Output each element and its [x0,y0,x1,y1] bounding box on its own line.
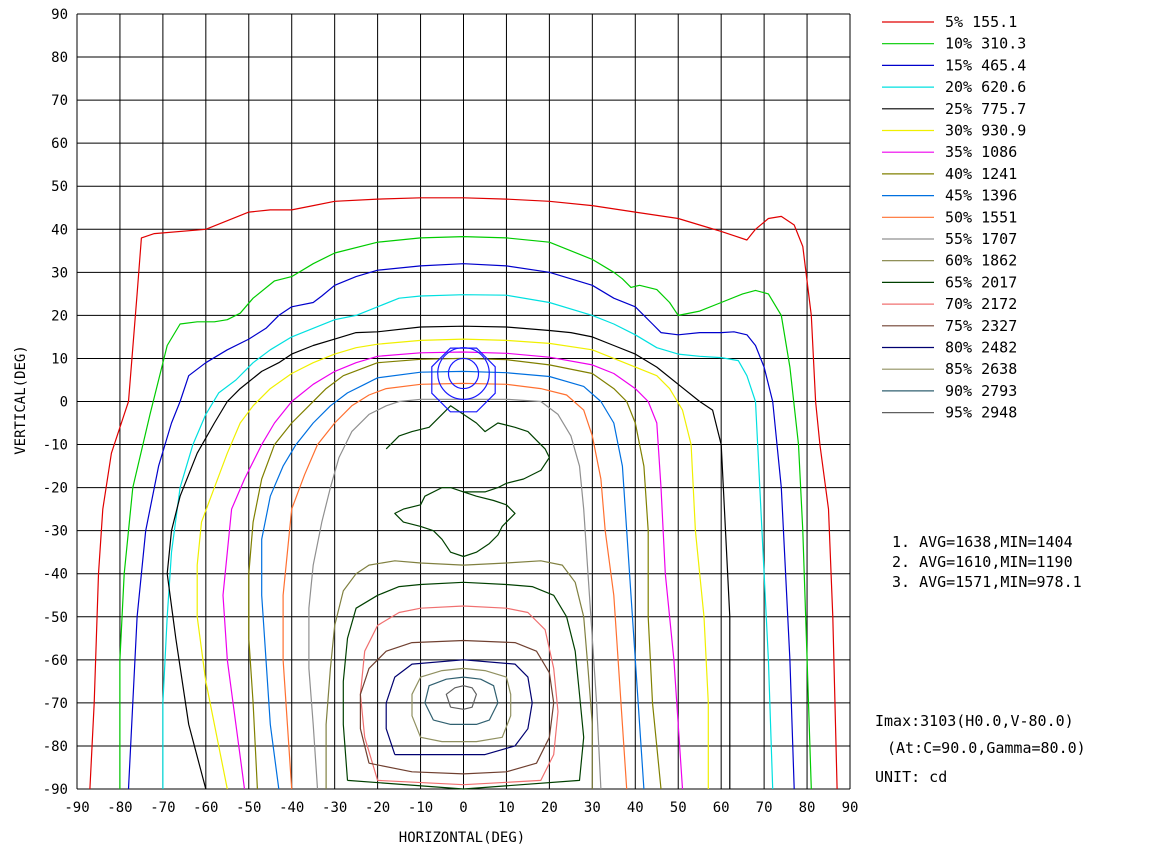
y-tick-label: -80 [43,739,68,755]
zone-octagon [431,347,496,413]
x-tick-label: 40 [627,800,644,816]
x-tick-label: 60 [713,800,730,816]
contour-line [359,605,559,786]
legend-label: 75% 2327 [945,317,1017,335]
contour-line [359,639,555,775]
avg-line-3: 3. AVG=1571,MIN=978.1 [892,573,1082,591]
y-tick-label: -50 [43,610,68,626]
avg-line-2: 2. AVG=1610,MIN=1190 [892,553,1073,571]
y-tick-label: 80 [51,50,68,66]
x-tick-label: 10 [498,800,515,816]
legend-label: 90% 2793 [945,382,1017,400]
avg-line-1: 1. AVG=1638,MIN=1404 [892,533,1073,551]
y-tick-label: -20 [43,481,68,497]
legend-label: 45% 1396 [945,187,1017,205]
contour-line [162,294,774,790]
intensity-block: Imax:3103(H0.0,V-80.0) (At:C=90.0,Gamma=… [875,712,1086,786]
measurement-zones [431,347,496,413]
y-tick-label: 40 [51,222,68,238]
x-tick-label: 50 [670,800,687,816]
x-tick-label: 30 [584,800,601,816]
y-tick-label: 60 [51,136,68,152]
legend-label: 5% 155.1 [945,13,1017,31]
contour-line [89,197,838,790]
contour-line [411,667,512,743]
x-tick-label: 70 [756,800,773,816]
y-tick-label: 30 [51,265,68,281]
x-tick-label: -60 [193,800,218,816]
x-tick-labels: -90 -80 -70 -60 -50 -40 -30 -20 -10 0 10 20 30 40 50 60… [64,800,858,816]
legend-label: 10% 310.3 [945,35,1026,53]
contour-line [385,659,533,756]
stats-block: 1. AVG=1638,MIN=1404 2. AVG=1610,MIN=119… [892,533,1082,591]
x-tick-label: 20 [541,800,558,816]
legend-label: 80% 2482 [945,339,1017,357]
contour-line [325,560,593,789]
y-tick-label: 10 [51,351,68,367]
contour-line [308,398,602,790]
legend-label: 50% 1551 [945,208,1017,226]
legend-label: 15% 465.4 [945,56,1026,74]
contour-line [342,581,585,790]
x-tick-label: -70 [150,800,175,816]
x-tick-label: -20 [365,800,390,816]
x-tick-label: 0 [459,800,467,816]
contour-line [127,263,795,790]
legend-label: 30% 930.9 [945,122,1026,140]
x-tick-label: 90 [842,800,859,816]
x-tick-label: -80 [107,800,132,816]
contour-line [196,338,709,790]
x-tick-label: -40 [279,800,304,816]
at-text: (At:C=90.0,Gamma=80.0) [887,739,1086,757]
contour-line [282,382,628,790]
x-tick-label: -10 [408,800,433,816]
contour-line [445,685,477,710]
zone-circle [447,357,480,390]
legend-label: 40% 1241 [945,165,1017,183]
contour-lines [89,197,838,790]
imax-text: Imax:3103(H0.0,V-80.0) [875,712,1074,730]
unit-text: UNIT: cd [875,768,947,786]
y-tick-label: -40 [43,567,68,583]
y-tick-label: -90 [43,782,68,798]
legend-label: 70% 2172 [945,295,1017,313]
grid [76,13,851,790]
contour-line [119,236,812,790]
legend-label: 55% 1707 [945,230,1017,248]
contour-line [222,351,684,790]
legend-label: 25% 775.7 [945,100,1026,118]
contour-line [261,370,645,790]
legend-label: 85% 2638 [945,360,1017,378]
x-tick-label: -90 [64,800,89,816]
contour-line [166,325,731,790]
legend-label: 95% 2948 [945,404,1017,422]
y-tick-label: -70 [43,696,68,712]
y-axis-label: VERTICAL(DEG) [13,345,29,455]
legend-label: 35% 1086 [945,143,1017,161]
y-tick-label: -10 [43,438,68,454]
contour-line [385,405,550,558]
legend-label: 20% 620.6 [945,78,1026,96]
contour-line [248,357,662,790]
x-tick-label: 80 [799,800,816,816]
y-tick-label: 70 [51,93,68,109]
y-tick-label: 0 [60,395,68,411]
contour-line [424,676,499,725]
y-tick-label: 20 [51,308,68,324]
x-tick-label: -50 [236,800,261,816]
legend-label: 60% 1862 [945,252,1017,270]
y-tick-label: 90 [51,7,68,23]
legend: 5% 155.1 10% 310.3 15% 465.4 20% 620.6 25% 7… [882,13,1026,422]
x-tick-label: -30 [322,800,347,816]
y-tick-labels: 90 80 70 60 50 40 30 20 10 0 -10 -20 -30 -40 -50 -60 -70… [43,7,68,798]
legend-label: 65% 2017 [945,273,1017,291]
y-tick-label: -60 [43,653,68,669]
x-axis-label: HORIZONTAL(DEG) [399,830,525,846]
y-tick-label: 50 [51,179,68,195]
y-tick-label: -30 [43,524,68,540]
